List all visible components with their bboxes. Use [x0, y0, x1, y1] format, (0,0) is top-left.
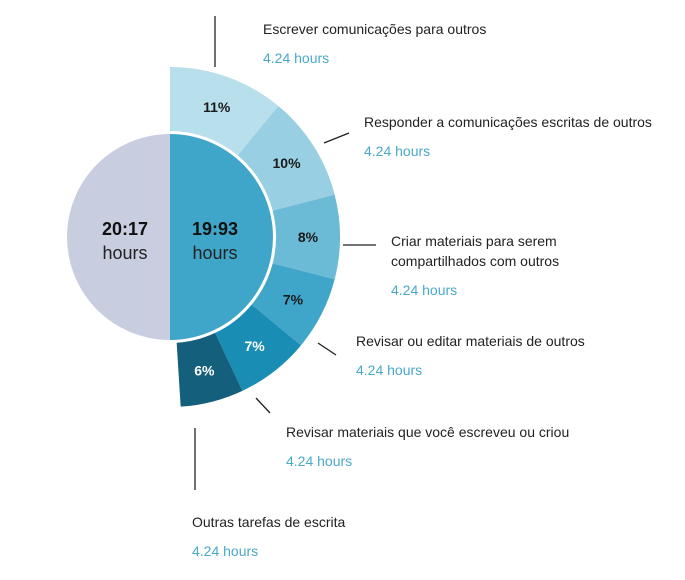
ring-segment-4: [251, 263, 335, 346]
segment-hours-3: 4.24 hours: [391, 282, 458, 298]
leader-line-2: [323, 132, 350, 144]
right-half-circle: [170, 134, 273, 340]
ring-segment-3: [272, 194, 341, 280]
ring-segment-1: [170, 67, 279, 156]
right-half-unit: hours: [192, 243, 238, 263]
segment-hours-1: 4.24 hours: [263, 50, 330, 66]
right-half-value: 19:93: [191, 219, 239, 239]
segment-name-5: Revisar materiais que você escreveu ou c…: [286, 424, 570, 440]
segment-percent-5: 7%: [244, 338, 265, 354]
segment-label-3: Criar materiais para serem compartilhado…: [391, 231, 621, 300]
left-half-value: 20:17: [101, 219, 149, 239]
segment-percent-1: 11%: [203, 99, 231, 115]
segment-label-6: Outras tarefas de escrita 4.24 hours: [192, 512, 442, 561]
segment-hours-4: 4.24 hours: [356, 362, 423, 378]
left-half-circle: [67, 134, 170, 340]
left-half-label: 20:17 hours: [70, 217, 180, 265]
segment-label-1: Escrever comunicações para outros 4.24 h…: [263, 19, 563, 68]
segment-hours-6: 4.24 hours: [192, 543, 259, 559]
ring-segment-6: [176, 332, 243, 407]
segment-name-6: Outras tarefas de escrita: [192, 514, 346, 530]
leader-line-5: [255, 397, 271, 414]
segment-percent-2: 10%: [273, 155, 302, 171]
segment-percent-3: 8%: [298, 229, 319, 245]
segment-label-2: Responder a comunicações escritas de out…: [364, 112, 654, 161]
ring-segment-2: [237, 106, 335, 211]
leader-line-4: [317, 342, 337, 356]
right-half-label: 19:93 hours: [160, 217, 270, 265]
segment-name-4: Revisar ou editar materiais de outros: [356, 333, 585, 349]
segment-hours-2: 4.24 hours: [364, 143, 431, 159]
segment-name-2: Responder a comunicações escritas de out…: [364, 114, 652, 130]
ring-segment-5: [215, 304, 301, 391]
segment-label-4: Revisar ou editar materiais de outros 4.…: [356, 331, 656, 380]
segment-hours-5: 4.24 hours: [286, 453, 353, 469]
segment-label-5: Revisar materiais que você escreveu ou c…: [286, 422, 576, 471]
left-half-unit: hours: [102, 243, 148, 263]
segment-percent-4: 7%: [283, 292, 304, 308]
segment-name-1: Escrever comunicações para outros: [263, 21, 487, 37]
segment-name-3: Criar materiais para serem compartilhado…: [391, 233, 560, 269]
segment-percent-6: 6%: [194, 363, 215, 379]
